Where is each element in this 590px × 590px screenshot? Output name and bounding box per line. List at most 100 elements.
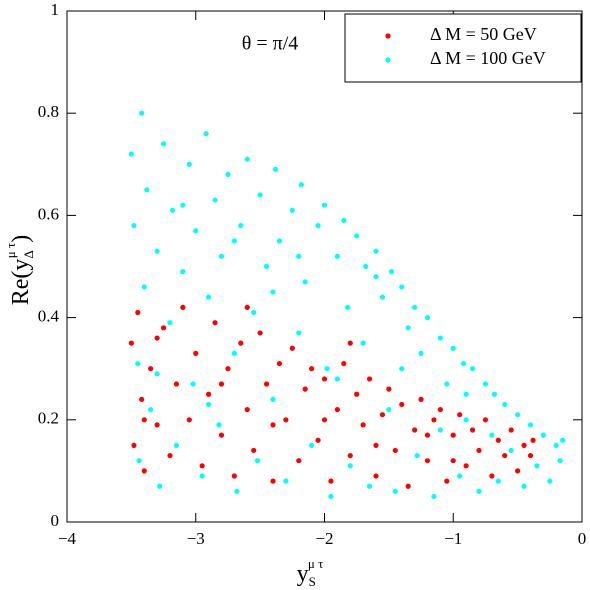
point — [392, 447, 398, 454]
point — [360, 340, 366, 346]
point — [450, 458, 456, 464]
point — [392, 488, 398, 494]
point — [144, 187, 150, 193]
point — [141, 468, 147, 474]
point — [186, 417, 192, 423]
x-tick-label: −2 — [315, 529, 333, 548]
point — [263, 381, 270, 387]
point — [154, 371, 160, 377]
point — [437, 406, 443, 413]
point — [244, 406, 250, 413]
point — [206, 294, 212, 300]
point — [363, 263, 369, 270]
point — [386, 386, 392, 392]
legend-marker — [385, 57, 391, 63]
point — [457, 473, 463, 479]
point — [424, 315, 431, 321]
point — [405, 483, 411, 489]
point — [186, 161, 192, 167]
point — [251, 447, 257, 454]
point — [218, 253, 225, 259]
point — [354, 391, 360, 397]
x-tick-label: −4 — [58, 529, 77, 548]
point — [154, 248, 160, 254]
point — [476, 447, 482, 454]
point — [388, 269, 395, 275]
point — [495, 437, 501, 443]
point — [469, 366, 476, 372]
point — [180, 269, 186, 275]
point — [218, 432, 225, 438]
point — [148, 366, 154, 372]
legend-box — [344, 13, 582, 83]
point — [463, 391, 469, 397]
point — [276, 360, 283, 367]
point — [212, 197, 218, 203]
point — [482, 417, 489, 423]
point — [160, 141, 167, 147]
point — [444, 381, 450, 387]
point — [251, 309, 257, 316]
point — [289, 345, 295, 351]
point — [270, 396, 276, 402]
point — [347, 463, 353, 469]
point — [373, 248, 379, 254]
point — [437, 335, 443, 341]
point — [244, 304, 250, 310]
point — [321, 376, 328, 382]
point — [437, 427, 443, 433]
point — [218, 381, 225, 387]
point — [225, 171, 231, 178]
point — [418, 350, 424, 356]
point — [345, 304, 351, 310]
point — [193, 350, 199, 356]
point — [136, 458, 142, 464]
x-axis-title-sub: S — [309, 574, 316, 589]
point — [495, 478, 501, 484]
point — [347, 452, 353, 459]
point — [405, 325, 411, 331]
legend-label: Δ M = 100 GeV — [430, 48, 546, 68]
x-axis-title-base: y — [297, 561, 309, 587]
point — [199, 463, 205, 469]
point — [450, 432, 456, 438]
point — [334, 406, 340, 413]
point — [502, 401, 508, 408]
point — [508, 427, 514, 433]
x-axis-title: ySμ τ — [297, 556, 324, 589]
point — [373, 442, 379, 448]
point — [515, 412, 521, 418]
point — [534, 463, 540, 469]
point — [431, 417, 437, 423]
point — [157, 483, 163, 489]
points — [128, 110, 566, 500]
legend-label: Δ M = 50 GeV — [430, 24, 537, 44]
point — [212, 320, 218, 326]
point — [460, 360, 467, 367]
point — [463, 463, 469, 469]
point — [418, 396, 424, 402]
point — [366, 376, 373, 382]
point — [334, 253, 340, 259]
point — [450, 345, 456, 351]
point — [238, 340, 244, 346]
point — [469, 427, 476, 433]
y-axis-title: Re(yΔμ τ) — [3, 235, 36, 305]
point — [257, 330, 263, 336]
point — [231, 238, 237, 244]
y-tick-label: 0.2 — [38, 409, 59, 428]
point — [238, 223, 244, 229]
point — [203, 131, 209, 137]
point — [128, 151, 134, 157]
point — [257, 192, 263, 198]
point — [302, 386, 308, 392]
point — [139, 110, 145, 116]
point — [296, 330, 302, 336]
point — [508, 447, 514, 454]
point — [141, 284, 147, 290]
point — [457, 412, 463, 418]
point — [530, 437, 536, 443]
point — [491, 391, 498, 397]
point — [190, 381, 196, 387]
point — [502, 452, 508, 459]
